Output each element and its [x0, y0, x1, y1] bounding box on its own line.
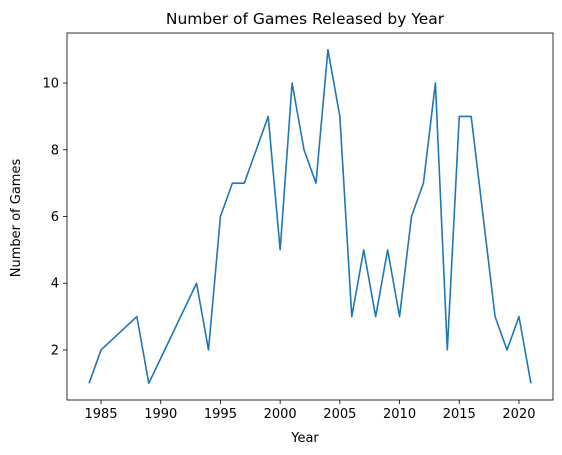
y-axis-ticks: 2 4 6 8 10 — [42, 77, 67, 358]
chart-title: Number of Games Released by Year — [166, 10, 445, 28]
plot-frame — [66, 32, 554, 401]
y-tick-label: 4 — [51, 277, 59, 292]
y-tick-label: 8 — [51, 143, 59, 158]
x-tick-label: 1990 — [144, 407, 177, 422]
x-tick-label: 2005 — [323, 407, 356, 422]
plot-area — [88, 48, 532, 385]
series-layer — [88, 48, 532, 385]
x-tick-label: 2010 — [383, 407, 416, 422]
y-tick-label: 6 — [51, 210, 59, 225]
x-axis-label: Year — [290, 431, 319, 446]
series-line-0 — [88, 48, 532, 385]
y-axis-label: Number of Games — [9, 159, 24, 278]
x-tick-label: 1995 — [204, 407, 237, 422]
x-tick-label: 2000 — [264, 407, 297, 422]
x-tick-label: 1985 — [84, 407, 117, 422]
x-axis-ticks: 1985 1990 1995 2000 2005 2010 2015 2020 — [84, 400, 536, 422]
y-tick-label: 2 — [51, 343, 59, 358]
x-tick-label: 2020 — [502, 407, 535, 422]
y-tick-label: 10 — [42, 77, 59, 92]
x-tick-label: 2015 — [443, 407, 476, 422]
